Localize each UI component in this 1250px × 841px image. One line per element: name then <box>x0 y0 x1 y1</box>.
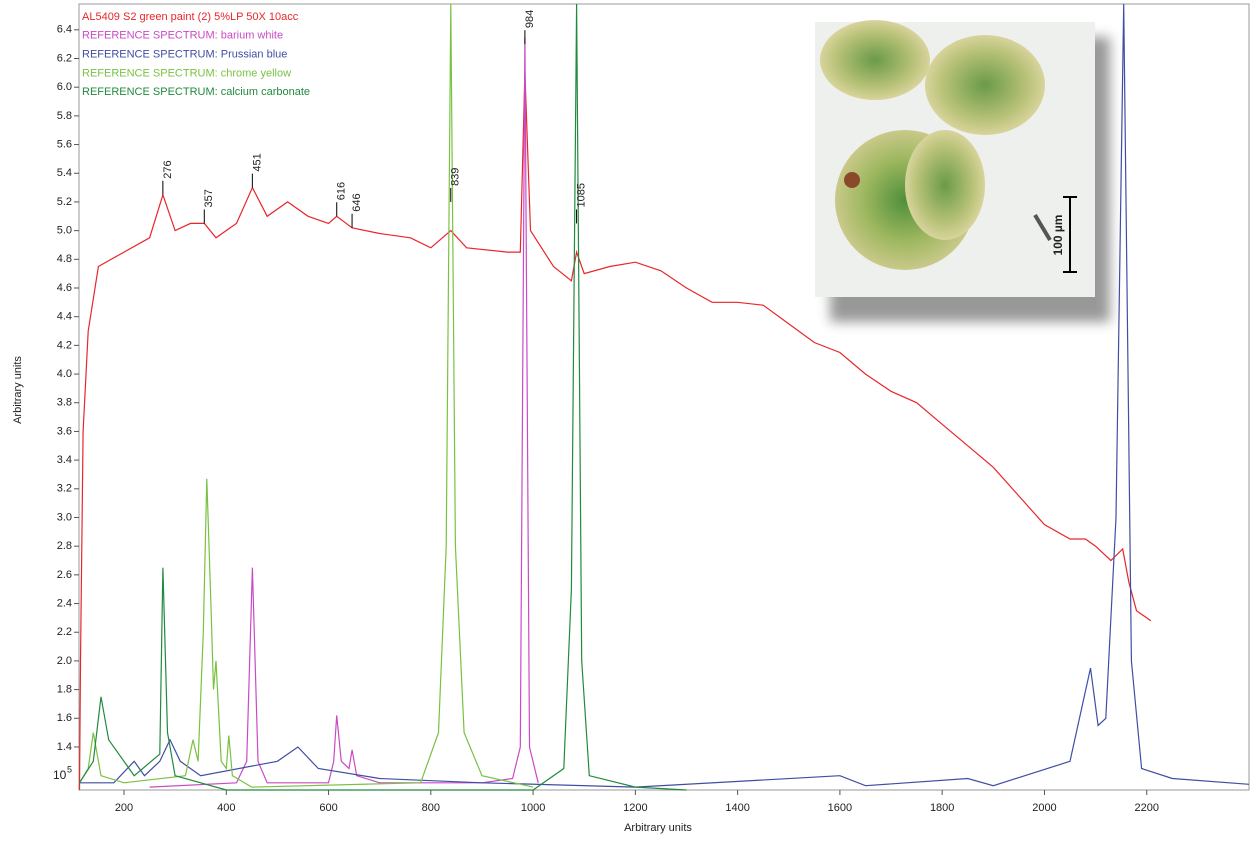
peak-label: 646 <box>351 193 363 211</box>
y-tick-label: 6.0 <box>57 81 72 93</box>
y-tick-label: 1.8 <box>57 684 72 696</box>
y-tick-label: 4.8 <box>57 253 72 265</box>
y-tick-label: 2.2 <box>57 626 72 638</box>
y-tick-label: 3.2 <box>57 483 72 495</box>
x-tick-label: 2000 <box>1032 802 1056 814</box>
y-tick-label: 3.0 <box>57 511 72 523</box>
y-tick-label: 5.4 <box>57 167 72 179</box>
y-multiplier: 10 <box>53 768 67 782</box>
y-tick-label: 2.6 <box>57 569 72 581</box>
legend-entry: AL5409 S2 green paint (2) 5%LP 50X 10acc <box>82 11 299 23</box>
y-tick-label: 2.4 <box>57 597 72 609</box>
legend-entry: REFERENCE SPECTRUM: barium white <box>82 30 283 42</box>
y-tick-label: 5.6 <box>57 138 72 150</box>
y-axis-label: Arbitrary units <box>12 356 24 424</box>
x-tick-label: 1400 <box>725 802 749 814</box>
peak-label: 357 <box>203 189 215 207</box>
x-axis-label: Arbitrary units <box>624 822 692 834</box>
x-tick-label: 1000 <box>521 802 545 814</box>
x-tick-label: 400 <box>217 802 235 814</box>
x-tick-label: 1800 <box>930 802 954 814</box>
inset-photo: 100 µm <box>815 20 1110 322</box>
x-tick-label: 200 <box>115 802 133 814</box>
y-tick-label: 3.6 <box>57 425 72 437</box>
peak-label: 839 <box>450 168 462 186</box>
y-tick-label: 4.2 <box>57 339 72 351</box>
series-line <box>78 3 687 791</box>
y-tick-label: 4.6 <box>57 282 72 294</box>
x-tick-label: 1200 <box>623 802 647 814</box>
peak-label: 451 <box>251 153 263 171</box>
series-line <box>79 3 1250 788</box>
y-multiplier-exponent: 5 <box>67 764 72 774</box>
x-tick-label: 2200 <box>1134 802 1158 814</box>
y-tick-label: 6.2 <box>57 52 72 64</box>
peak-label: 1085 <box>575 183 587 207</box>
y-tick-label: 4.0 <box>57 368 72 380</box>
series-line <box>149 36 539 788</box>
y-tick-label: 4.4 <box>57 311 72 323</box>
peak-label: 984 <box>524 10 536 28</box>
peak-label: 616 <box>336 182 348 200</box>
series-line <box>78 3 534 788</box>
y-tick-label: 5.8 <box>57 110 72 122</box>
legend-entry: REFERENCE SPECTRUM: calcium carbonate <box>82 86 310 98</box>
y-tick-label: 5.2 <box>57 196 72 208</box>
y-tick-label: 3.8 <box>57 397 72 409</box>
series-line <box>78 72 1152 791</box>
peak-label: 276 <box>162 160 174 178</box>
legend-entry: REFERENCE SPECTRUM: chrome yellow <box>82 67 291 79</box>
y-tick-label: 2.0 <box>57 655 72 667</box>
y-tick-label: 1.4 <box>57 741 72 753</box>
legend-entry: REFERENCE SPECTRUM: Prussian blue <box>82 49 287 61</box>
y-tick-label: 3.4 <box>57 454 72 466</box>
x-tick-label: 1600 <box>828 802 852 814</box>
y-tick-label: 1.6 <box>57 712 72 724</box>
y-tick-label: 6.4 <box>57 24 72 36</box>
y-tick-label: 5.0 <box>57 225 72 237</box>
scale-bar-label: 100 µm <box>1051 215 1065 256</box>
plot-frame <box>78 3 1250 791</box>
x-tick-label: 600 <box>319 802 337 814</box>
x-tick-label: 800 <box>422 802 440 814</box>
y-tick-label: 2.8 <box>57 540 72 552</box>
